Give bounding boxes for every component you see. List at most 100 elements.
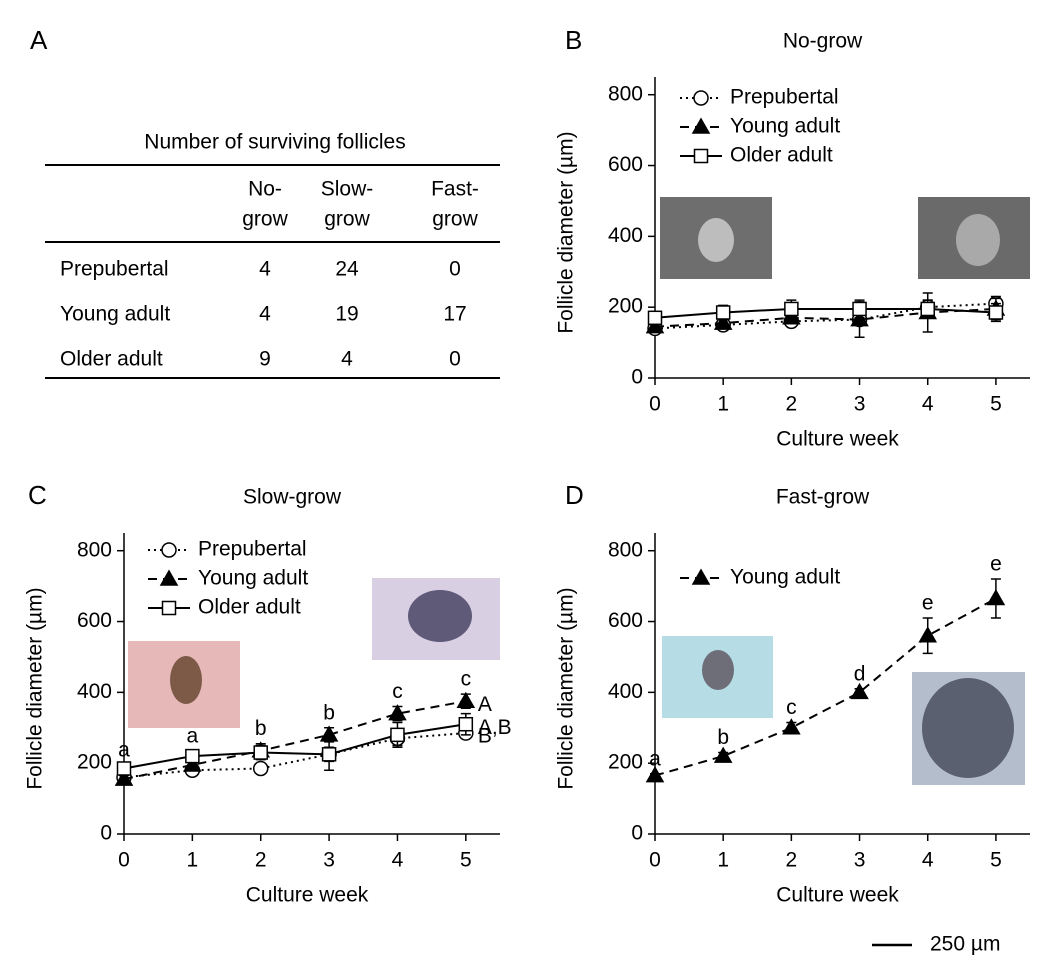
marker	[918, 626, 938, 643]
marker	[713, 313, 733, 330]
series-line	[123, 700, 466, 781]
marker	[852, 301, 867, 317]
column-header: Fast-	[431, 178, 479, 201]
follicle-image	[698, 218, 734, 262]
marker	[183, 755, 202, 772]
y-tick-label: 600	[608, 609, 643, 632]
follicle-image	[702, 650, 734, 690]
legend-label: Young adult	[730, 115, 840, 138]
marker	[114, 769, 134, 786]
follicle-image	[408, 590, 472, 642]
marker	[713, 746, 733, 763]
x-tick-label: 2	[255, 849, 267, 872]
marker	[185, 748, 200, 764]
row-header: Young adult	[60, 303, 170, 326]
column-header: grow	[242, 208, 288, 231]
x-tick-label: 2	[786, 849, 798, 872]
y-tick-label: 200	[608, 751, 643, 774]
legend-label: Older adult	[198, 596, 301, 619]
point-label: c	[461, 668, 472, 691]
x-tick-label: 3	[854, 393, 866, 416]
table-cell: 4	[341, 348, 353, 371]
legend-label: Older adult	[730, 144, 833, 167]
legend-marker	[693, 148, 709, 164]
scale-bar-label: 250 µm	[930, 933, 1000, 956]
x-axis-label: Culture week	[776, 884, 899, 907]
x-tick-label: 5	[460, 849, 472, 872]
marker	[388, 704, 407, 721]
y-tick-label: 0	[631, 822, 643, 845]
panel-label: D	[565, 480, 584, 510]
series-line	[654, 307, 996, 328]
chart-title: Fast-grow	[776, 486, 870, 509]
x-tick-label: 0	[649, 393, 661, 416]
point-label: b	[255, 717, 267, 740]
y-tick-label: 400	[608, 680, 643, 703]
y-axis-label: Follicle diameter (µm)	[555, 587, 578, 789]
y-tick-label: 200	[77, 751, 112, 774]
chart-title: Slow-grow	[243, 486, 342, 509]
point-label: b	[717, 726, 729, 749]
marker	[715, 305, 731, 320]
panel-label: A	[30, 25, 48, 55]
marker	[253, 745, 268, 760]
marker	[647, 310, 663, 326]
end-label: A,B	[478, 716, 512, 739]
panel-label: B	[565, 25, 582, 55]
series-line	[123, 732, 466, 779]
point-label: b	[323, 701, 335, 724]
y-tick-label: 0	[631, 366, 643, 389]
follicle-image	[956, 214, 1000, 266]
x-axis-label: Culture week	[776, 428, 899, 451]
legend-label: Prepubertal	[198, 538, 307, 561]
table-cell: 0	[449, 348, 461, 371]
y-axis-label: Follicle diameter (µm)	[555, 131, 578, 333]
point-label: c	[786, 696, 797, 719]
point-label: a	[118, 738, 130, 761]
column-header: grow	[432, 208, 478, 231]
x-tick-label: 5	[990, 849, 1002, 872]
marker	[850, 310, 869, 327]
marker	[784, 301, 799, 317]
x-tick-label: 1	[187, 849, 199, 872]
marker	[458, 716, 474, 732]
y-tick-label: 800	[77, 538, 112, 561]
x-tick-label: 2	[786, 393, 798, 416]
legend-marker	[693, 90, 709, 106]
column-header: Slow-	[321, 178, 374, 201]
series-line	[654, 307, 996, 319]
x-axis-label: Culture week	[246, 884, 369, 907]
y-tick-label: 400	[77, 680, 112, 703]
x-tick-label: 3	[854, 849, 866, 872]
y-tick-label: 800	[608, 538, 643, 561]
y-tick-label: 600	[77, 609, 112, 632]
column-header: grow	[324, 208, 370, 231]
x-tick-label: 1	[717, 393, 729, 416]
marker	[645, 766, 665, 783]
marker	[456, 691, 476, 708]
x-tick-label: 0	[649, 849, 661, 872]
x-tick-label: 5	[990, 393, 1002, 416]
row-header: Older adult	[60, 348, 163, 371]
point-label: a	[187, 724, 199, 747]
marker	[920, 301, 935, 317]
marker	[116, 761, 132, 776]
x-tick-label: 4	[922, 849, 934, 872]
y-tick-label: 800	[608, 82, 643, 105]
row-header: Prepubertal	[60, 258, 169, 281]
marker	[782, 718, 801, 735]
y-tick-label: 600	[608, 153, 643, 176]
x-tick-label: 0	[118, 849, 130, 872]
legend-marker	[161, 542, 177, 558]
y-axis-label: Follicle diameter (µm)	[24, 587, 47, 789]
y-tick-label: 200	[608, 295, 643, 318]
point-label: a	[649, 747, 661, 770]
point-label: d	[854, 662, 866, 685]
column-header: No-	[248, 178, 282, 201]
table-cell: 4	[259, 303, 271, 326]
table-cell: 9	[259, 348, 271, 371]
follicle-image	[170, 656, 202, 704]
legend-marker	[691, 568, 711, 585]
marker	[321, 747, 337, 762]
